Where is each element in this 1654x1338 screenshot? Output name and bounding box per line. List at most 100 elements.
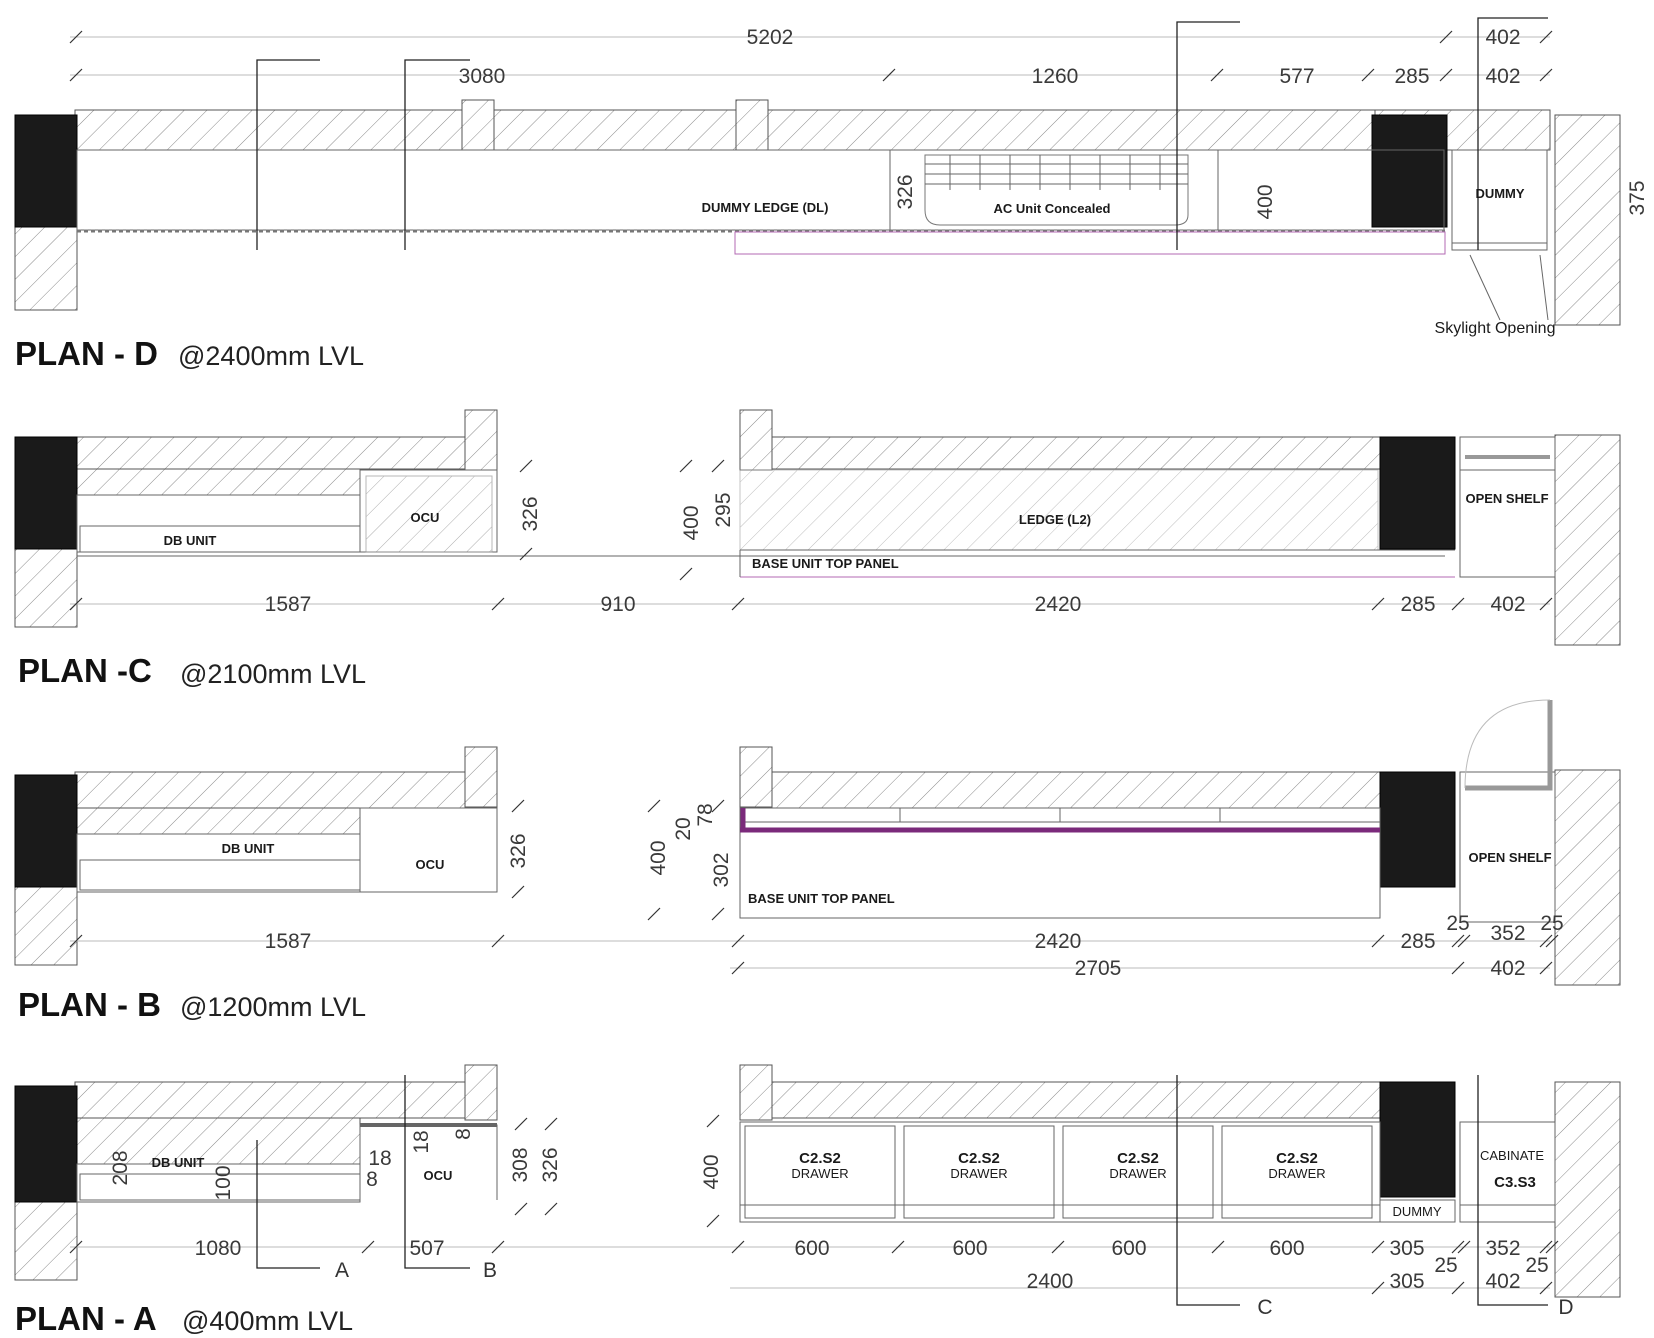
plan-d-right-wall: [1554, 114, 1621, 326]
plan-a-level: @400mm LVL: [182, 1306, 353, 1336]
dim-20: 20: [672, 817, 695, 840]
dim-25-right: 25: [1525, 1254, 1548, 1277]
dim-577: 577: [1279, 65, 1314, 88]
plan-d-top-wall: [74, 109, 1376, 151]
dim-3080: 3080: [459, 65, 506, 88]
dim-326: 326: [519, 496, 542, 531]
dim-1587: 1587: [265, 593, 312, 616]
dim-308: 308: [509, 1147, 532, 1182]
drawer-3-label: DRAWER: [1109, 1166, 1166, 1181]
dim-600-4: 600: [1269, 1237, 1304, 1260]
label-ocu: OCU: [416, 857, 445, 872]
label-open-shelf: OPEN SHELF: [1468, 850, 1551, 865]
dim-18: 18: [368, 1147, 391, 1170]
dim-326: 326: [894, 174, 917, 209]
dim-25-left: 25: [1446, 912, 1469, 935]
dim-600-3: 600: [1111, 1237, 1146, 1260]
dim-600-1: 600: [794, 1237, 829, 1260]
dim-600-2: 600: [952, 1237, 987, 1260]
plan-a-title: PLAN - A: [15, 1300, 157, 1337]
drawer-3-code: C2.S2: [1117, 1150, 1159, 1167]
dim-8: 8: [366, 1168, 378, 1191]
label-skylight-opening: Skylight Opening: [1435, 320, 1556, 337]
dim-1587: 1587: [265, 930, 312, 953]
plan-d-left-column: [14, 114, 78, 228]
section-marker-c: C: [1257, 1296, 1272, 1319]
label-open-shelf: OPEN SHELF: [1465, 491, 1548, 506]
dim-402: 402: [1485, 1270, 1520, 1293]
dim-910: 910: [600, 593, 635, 616]
dim-352: 352: [1490, 922, 1525, 945]
plan-b-title: PLAN - B: [18, 986, 161, 1023]
label-ac-unit: AC Unit Concealed: [993, 201, 1110, 216]
drawer-row: [739, 1121, 1381, 1223]
dim-402: 402: [1485, 26, 1520, 49]
plan-c-title: PLAN -C: [18, 652, 152, 689]
drawer-2-code: C2.S2: [958, 1150, 1000, 1167]
dim-2705: 2705: [1075, 957, 1122, 980]
dim-5202: 5202: [747, 26, 794, 49]
dim-400: 400: [680, 505, 703, 540]
drawer-1-code: C2.S2: [799, 1150, 841, 1167]
ac-unit-concealed: [924, 154, 1189, 226]
drawer-4-code: C2.S2: [1276, 1150, 1318, 1167]
plan-d-title: PLAN - D: [15, 335, 158, 372]
label-ocu: OCU: [411, 510, 440, 525]
dim-25-right: 25: [1540, 912, 1563, 935]
plan-b-level: @1200mm LVL: [180, 992, 366, 1022]
plan-a: A B C D 1080 507 600 600 600 600 305 352…: [14, 1064, 1621, 1337]
section-marker-d: D: [1558, 1296, 1573, 1319]
section-marker-b: B: [483, 1259, 497, 1282]
label-ledge: LEDGE (L2): [1019, 512, 1091, 527]
label-base-unit-top-panel: BASE UNIT TOP PANEL: [752, 556, 899, 571]
dim-78: 78: [694, 803, 717, 826]
dim-375: 375: [1626, 180, 1649, 215]
dim-285: 285: [1400, 930, 1435, 953]
plan-d: 5202 402 3080 1260 577 285 402 326 400 3…: [14, 17, 1649, 372]
dim-1080: 1080: [195, 1237, 242, 1260]
plan-c-level: @2100mm LVL: [180, 659, 366, 689]
dim-302: 302: [710, 852, 733, 887]
label-base-unit-top-panel: BASE UNIT TOP PANEL: [748, 891, 895, 906]
label-ocu: OCU: [424, 1168, 453, 1183]
dim-2420: 2420: [1035, 593, 1082, 616]
dim-2420: 2420: [1035, 930, 1082, 953]
dim-326: 326: [539, 1147, 562, 1182]
dim-208: 208: [109, 1150, 132, 1185]
drawer-1-label: DRAWER: [791, 1166, 848, 1181]
label-cabinate: CABINATE: [1480, 1148, 1544, 1163]
label-dummy: DUMMY: [1475, 186, 1524, 201]
dim-507: 507: [409, 1237, 444, 1260]
dim-305-second: 305: [1389, 1270, 1424, 1293]
dim-18-vertical: 18: [410, 1130, 433, 1153]
dim-1260: 1260: [1032, 65, 1079, 88]
dim-402: 402: [1490, 593, 1525, 616]
plan-d-level: @2400mm LVL: [178, 341, 364, 371]
dim-400: 400: [647, 840, 670, 875]
plan-d-right-column: [1371, 114, 1448, 228]
label-db-unit: DB UNIT: [152, 1155, 205, 1170]
dim-295: 295: [712, 492, 735, 527]
label-db-unit: DB UNIT: [222, 841, 275, 856]
dim-100: 100: [212, 1165, 235, 1200]
dim-305: 305: [1389, 1237, 1424, 1260]
plan-c: 326 400 295 1587 910 2420 285 402 DB UNI…: [14, 409, 1621, 689]
label-dummy-ledge: DUMMY LEDGE (DL): [702, 200, 829, 215]
dim-25-left: 25: [1434, 1254, 1457, 1277]
dim-352: 352: [1485, 1237, 1520, 1260]
label-cabinate-code: C3.S3: [1494, 1174, 1536, 1191]
section-marker-a: A: [335, 1259, 349, 1282]
dim-8-vertical: 8: [452, 1128, 475, 1140]
dim-400: 400: [700, 1154, 723, 1189]
dim-2400: 2400: [1027, 1270, 1074, 1293]
dim-326: 326: [507, 833, 530, 868]
label-dummy: DUMMY: [1392, 1204, 1441, 1219]
label-db-unit: DB UNIT: [164, 533, 217, 548]
plan-b: 326 400 20 78 302 1587 2420 285 352 2705…: [14, 699, 1621, 1023]
dim-402-second: 402: [1485, 65, 1520, 88]
dim-285: 285: [1400, 593, 1435, 616]
drawer-2-label: DRAWER: [950, 1166, 1007, 1181]
drawer-4-label: DRAWER: [1268, 1166, 1325, 1181]
dim-285: 285: [1394, 65, 1429, 88]
